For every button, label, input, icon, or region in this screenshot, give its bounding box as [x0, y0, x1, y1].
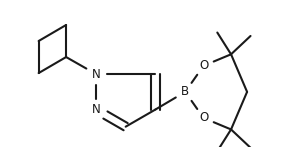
Text: O: O [199, 59, 208, 72]
Text: N: N [92, 67, 100, 81]
Text: O: O [199, 111, 208, 124]
Text: B: B [181, 85, 189, 98]
Text: N: N [92, 103, 100, 116]
